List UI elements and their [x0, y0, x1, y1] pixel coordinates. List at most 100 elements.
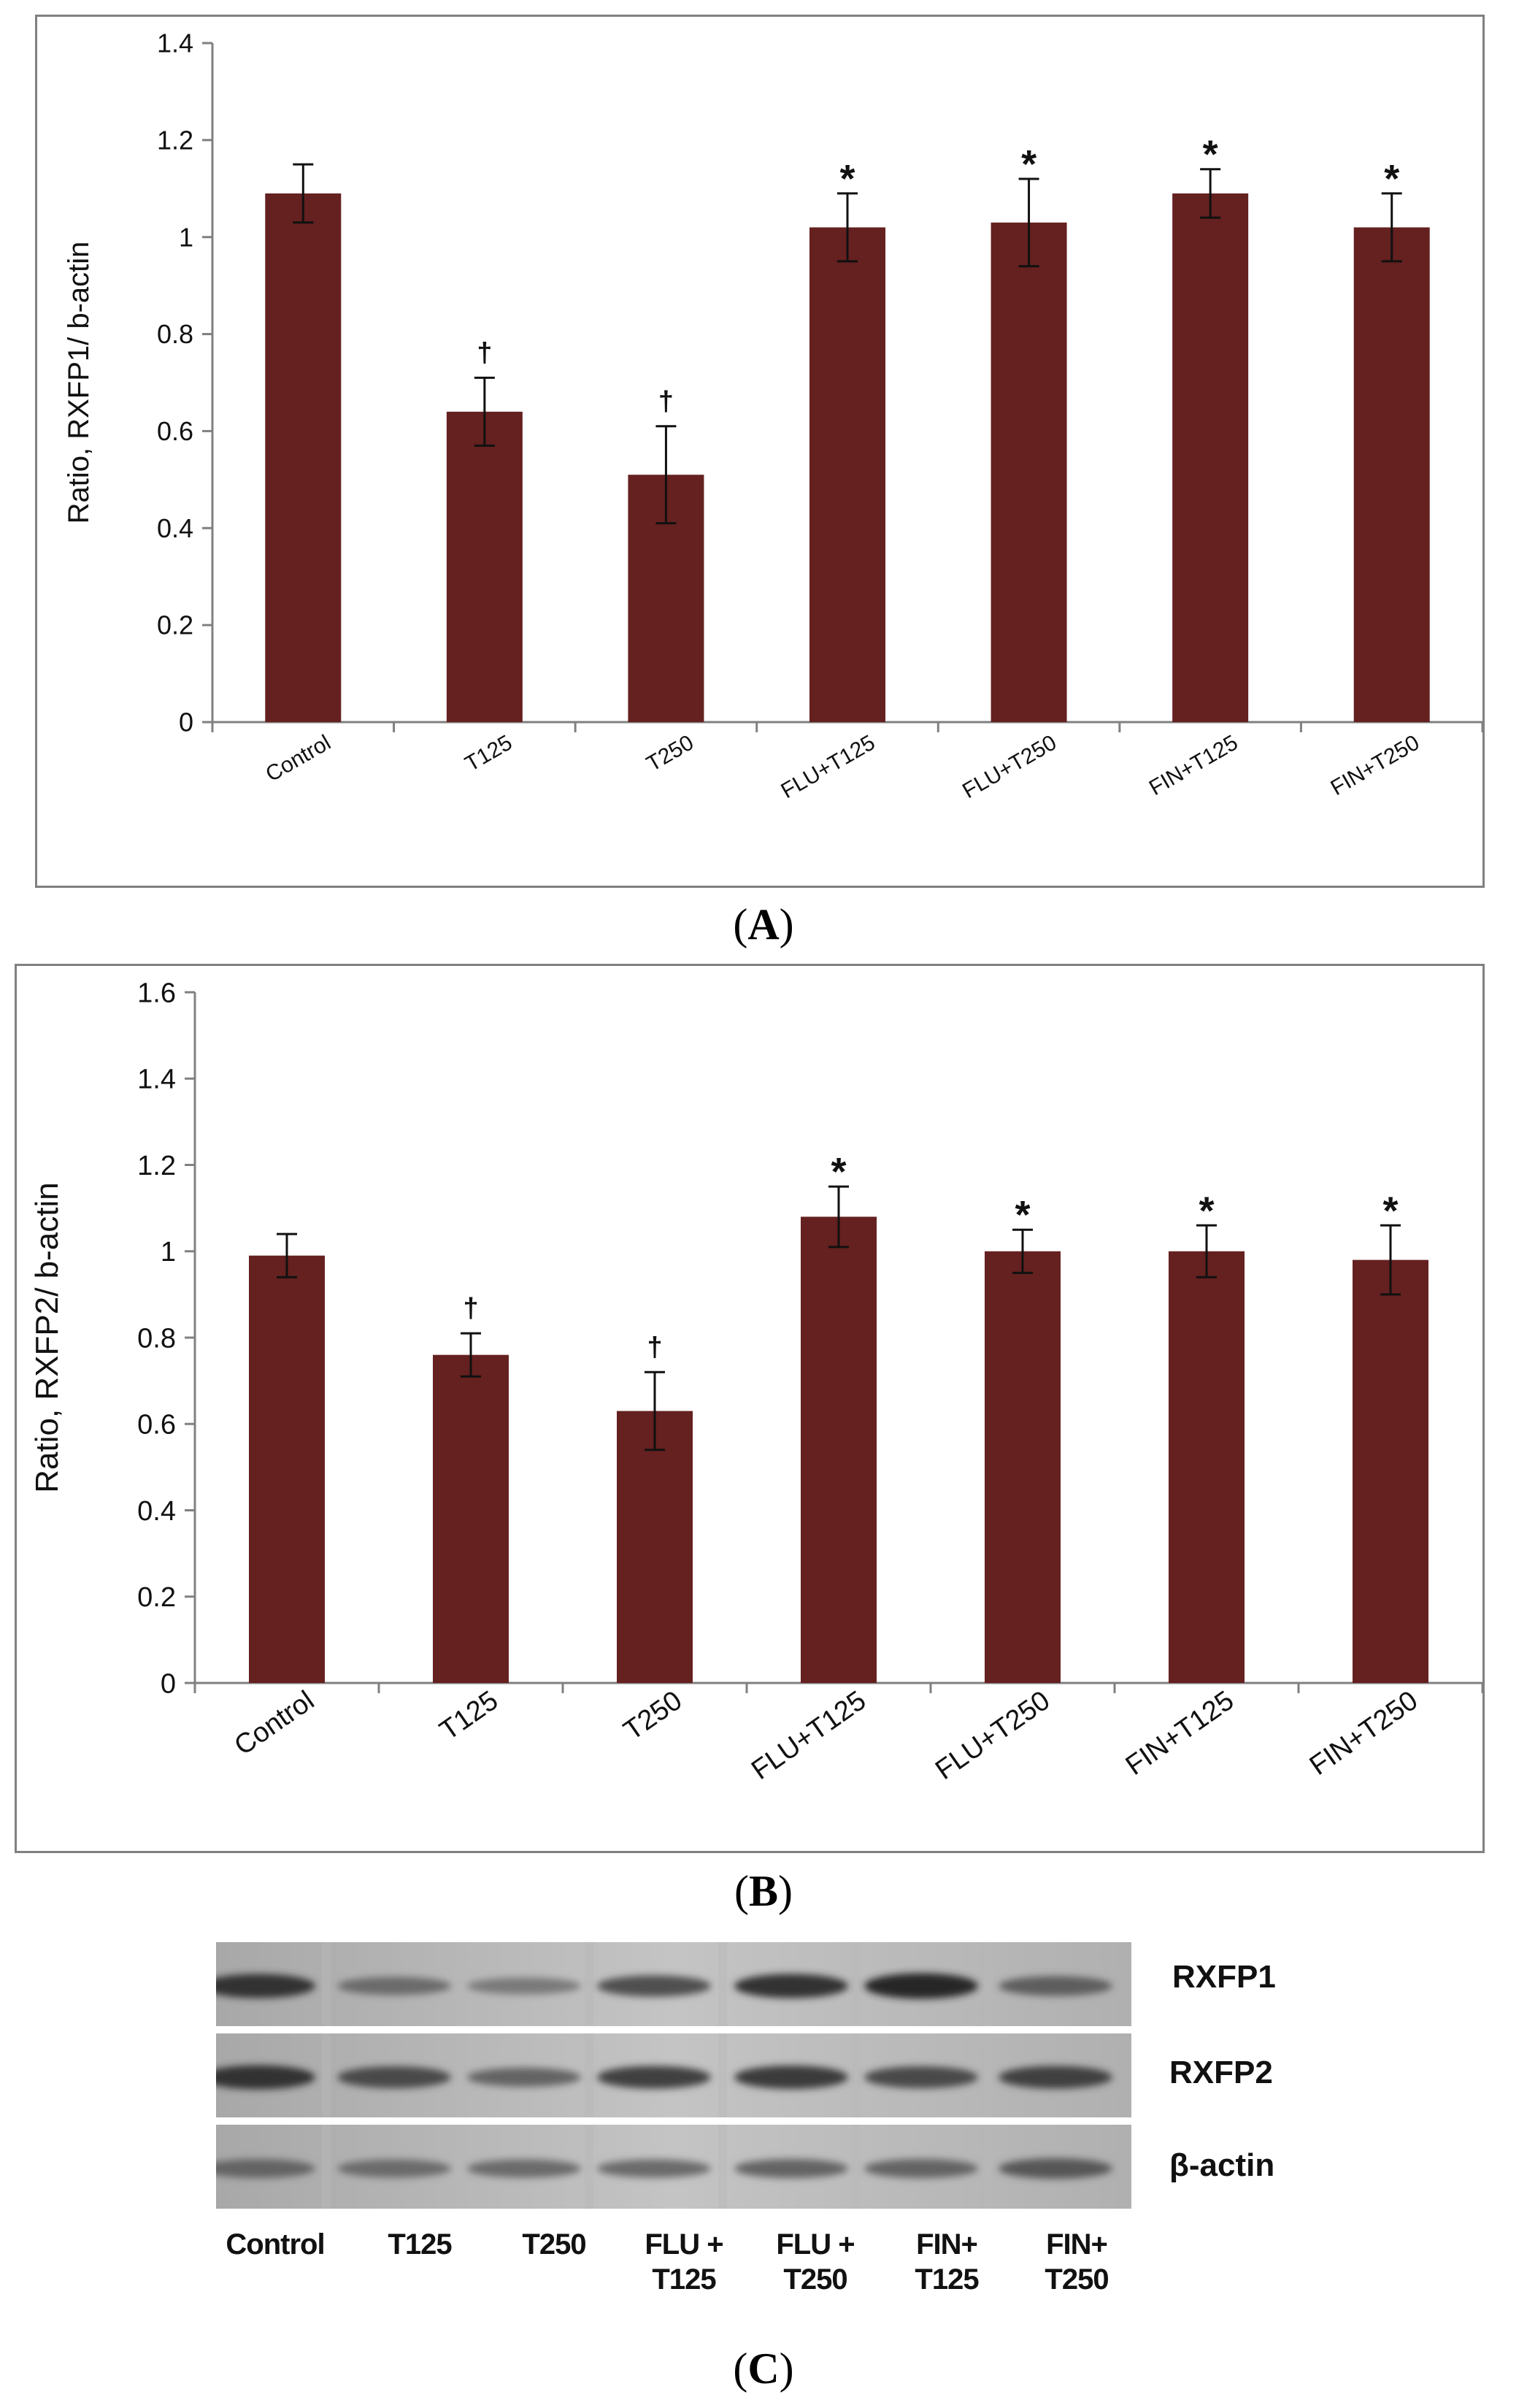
significance-mark-fin-t250: * [1384, 157, 1399, 201]
blot-strip-rxfp1 [201, 1942, 1131, 2026]
lane-label-flu-t250: FLU + T250 [776, 2228, 855, 2296]
lane-label-fin-t250: FIN+ T250 [1045, 2228, 1109, 2296]
band-rxfp1-lane-4 [597, 1975, 711, 1997]
x-tick-label-fin-t125: FIN+T125 [1145, 730, 1242, 800]
lane-separator [322, 2033, 331, 2117]
bar-t250 [617, 1411, 693, 1683]
y-tick-label: 1.2 [137, 1151, 176, 1181]
bar-fin-t125 [1172, 193, 1249, 722]
blot-row-rxfp1 [201, 1942, 1131, 2026]
lane-label-fin-t125: FIN+ T125 [915, 2228, 979, 2296]
band-actin-lane-7 [999, 2158, 1112, 2179]
x-tick-label-t125: T125 [434, 1685, 504, 1746]
lane-separator [984, 2125, 993, 2209]
x-tick-label-flu-t125: FLU+T125 [777, 730, 880, 803]
y-tick-label: 1 [161, 1237, 176, 1268]
band-rxfp2-lane-4 [597, 2066, 711, 2089]
panel-a-frame: 0 0.2 0.4 0.6 0.8 1 1.2 1.4 Ratio, RXFP1/ b-acti… [35, 15, 1485, 888]
bar-fin-t250 [1353, 227, 1430, 722]
bar-control [265, 193, 342, 722]
band-rxfp2-lane-6 [864, 2066, 978, 2088]
y-tick-label: 0.8 [157, 319, 193, 349]
x-tick-label-control: Control [262, 730, 335, 786]
band-rxfp1-lane-3 [467, 1977, 581, 1995]
bar-flu-t250 [985, 1251, 1061, 1683]
lane-separator [585, 2033, 593, 2117]
y-tick-label: 1.2 [157, 125, 193, 155]
significance-mark-flu-t125: * [831, 1150, 846, 1194]
lane-separator [718, 1942, 727, 2026]
band-actin-lane-3 [467, 2159, 581, 2178]
x-tick-label-fin-t250: FIN+T250 [1304, 1685, 1423, 1782]
significance-mark-flu-t250: * [1021, 142, 1036, 186]
significance-mark-t125: † [463, 1293, 478, 1324]
lane-separator [852, 2125, 861, 2209]
lane-separator [322, 1942, 331, 2026]
x-tick-label-fin-t125: FIN+T125 [1120, 1685, 1239, 1782]
bar-t125 [433, 1354, 509, 1683]
panel-label-c: (C) [733, 2344, 794, 2393]
x-tick-label-t125: T125 [461, 730, 517, 776]
y-tick-label: 0.4 [157, 513, 193, 543]
significance-mark-flu-t125: * [839, 157, 855, 201]
band-rxfp2-lane-3 [467, 2068, 581, 2087]
x-tick-label-flu-t250: FLU+T250 [958, 730, 1061, 803]
y-tick-label: 0.8 [137, 1323, 176, 1354]
band-rxfp2-lane-7 [999, 2066, 1112, 2089]
bar-fin-t250 [1353, 1259, 1428, 1683]
x-tick-label-control: Control [229, 1685, 320, 1762]
band-rxfp2-lane-5 [734, 2066, 848, 2089]
lane-separator [455, 2033, 464, 2117]
lane-label-flu-t125: FLU + T125 [645, 2228, 723, 2296]
significance-mark-fin-t250: * [1382, 1189, 1398, 1232]
bar-flu-t125 [809, 227, 885, 722]
blot-row-rxfp2 [201, 2033, 1131, 2117]
y-tick-label: 0.2 [157, 610, 193, 640]
blot-strip-rxfp2 [201, 2033, 1131, 2117]
y-tick-label: 0 [161, 1668, 176, 1699]
lane-label-t125: T125 [388, 2228, 452, 2261]
y-tick-label: 0.6 [137, 1410, 176, 1441]
y-axis-label: Ratio, RXFP1/ b-actin [63, 242, 95, 524]
significance-mark-t125: † [477, 337, 492, 368]
blot-label-rxfp1: RXFP1 [1172, 1959, 1276, 1995]
x-tick-label-flu-t125: FLU+T125 [746, 1685, 872, 1786]
panel-label-a: (A) [733, 900, 794, 948]
lane-separator [718, 2125, 727, 2209]
lane-separator [455, 2125, 464, 2209]
blot-label-rxfp2: RXFP2 [1169, 2055, 1273, 2090]
lane-separator [984, 1942, 993, 2026]
y-tick-label: 1.4 [137, 1065, 176, 1095]
lane-separator [984, 2033, 993, 2117]
lane-separator [322, 2125, 331, 2209]
y-tick-label: 1 [179, 222, 193, 252]
chart-b: 0 0.2 0.4 0.6 0.8 1 1.2 1.4 1.6 Ratio, RXFP2/ b-a… [29, 978, 1482, 1786]
band-actin-lane-6 [864, 2159, 978, 2178]
y-tick-label: 1.4 [157, 28, 193, 58]
blot-row-b-actin [201, 2125, 1131, 2209]
significance-mark-fin-t125: * [1203, 133, 1218, 177]
band-actin-lane-4 [597, 2159, 711, 2178]
x-tick-label-t250: T250 [618, 1685, 688, 1746]
significance-mark-t250: † [647, 1332, 662, 1362]
y-tick-label: 0.2 [137, 1582, 176, 1613]
bar-t125 [446, 411, 523, 722]
band-actin-lane-2 [337, 2159, 451, 2178]
x-tick-label-t250: T250 [642, 730, 698, 776]
x-tick-label-flu-t250: FLU+T250 [930, 1685, 1055, 1786]
blot-label-b-actin: β-actin [1169, 2147, 1275, 2183]
blot-strip-b-actin [201, 2125, 1131, 2209]
lane-label-control: Control [226, 2228, 325, 2261]
y-tick-label: 0 [179, 708, 193, 737]
panel-b-frame: 0 0.2 0.4 0.6 0.8 1 1.2 1.4 1.6 Ratio, RXFP2/ b-a… [15, 964, 1485, 1853]
panel-label-b: (B) [734, 1867, 793, 1915]
band-rxfp1-lane-7 [999, 1976, 1112, 1996]
lane-separator [718, 2033, 727, 2117]
band-rxfp1-lane-5 [734, 1974, 848, 1998]
significance-mark-fin-t125: * [1199, 1189, 1214, 1232]
y-tick-label: 0.4 [137, 1496, 176, 1527]
band-actin-lane-1 [201, 2159, 315, 2178]
lane-separator [852, 2033, 861, 2117]
y-tick-label: 0.6 [157, 416, 193, 446]
lane-label-t250: T250 [522, 2228, 586, 2261]
